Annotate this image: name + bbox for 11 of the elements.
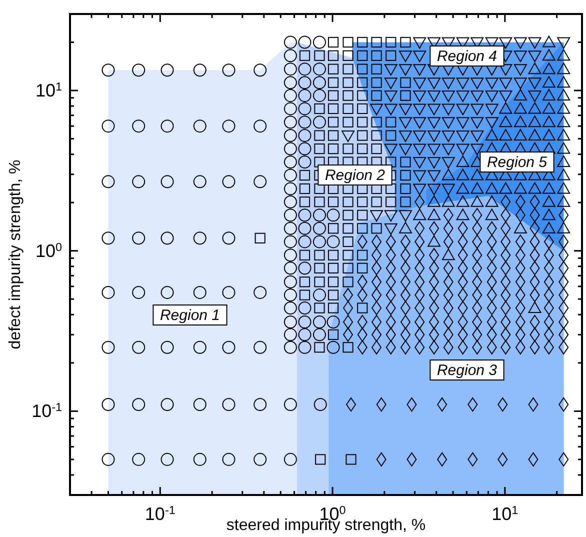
x-tick-label: 10$^{1}$	[492, 504, 518, 524]
y-tick-label: 10$^{-1}$	[32, 400, 62, 422]
y-axis-title: defect impurity strength, %	[7, 160, 24, 350]
y-tick-label: 10$^{0}$	[35, 240, 62, 261]
annotation: Region 5	[486, 154, 548, 171]
annotation: Region 3	[436, 362, 498, 379]
y-tick-label: 10$^{1}$	[35, 80, 62, 100]
annotation: Region 2	[324, 167, 386, 184]
x-tick-label: 10$^{-1}$	[144, 504, 176, 524]
annotation: Region 1	[160, 307, 220, 324]
annotation: Region 4	[436, 48, 498, 65]
